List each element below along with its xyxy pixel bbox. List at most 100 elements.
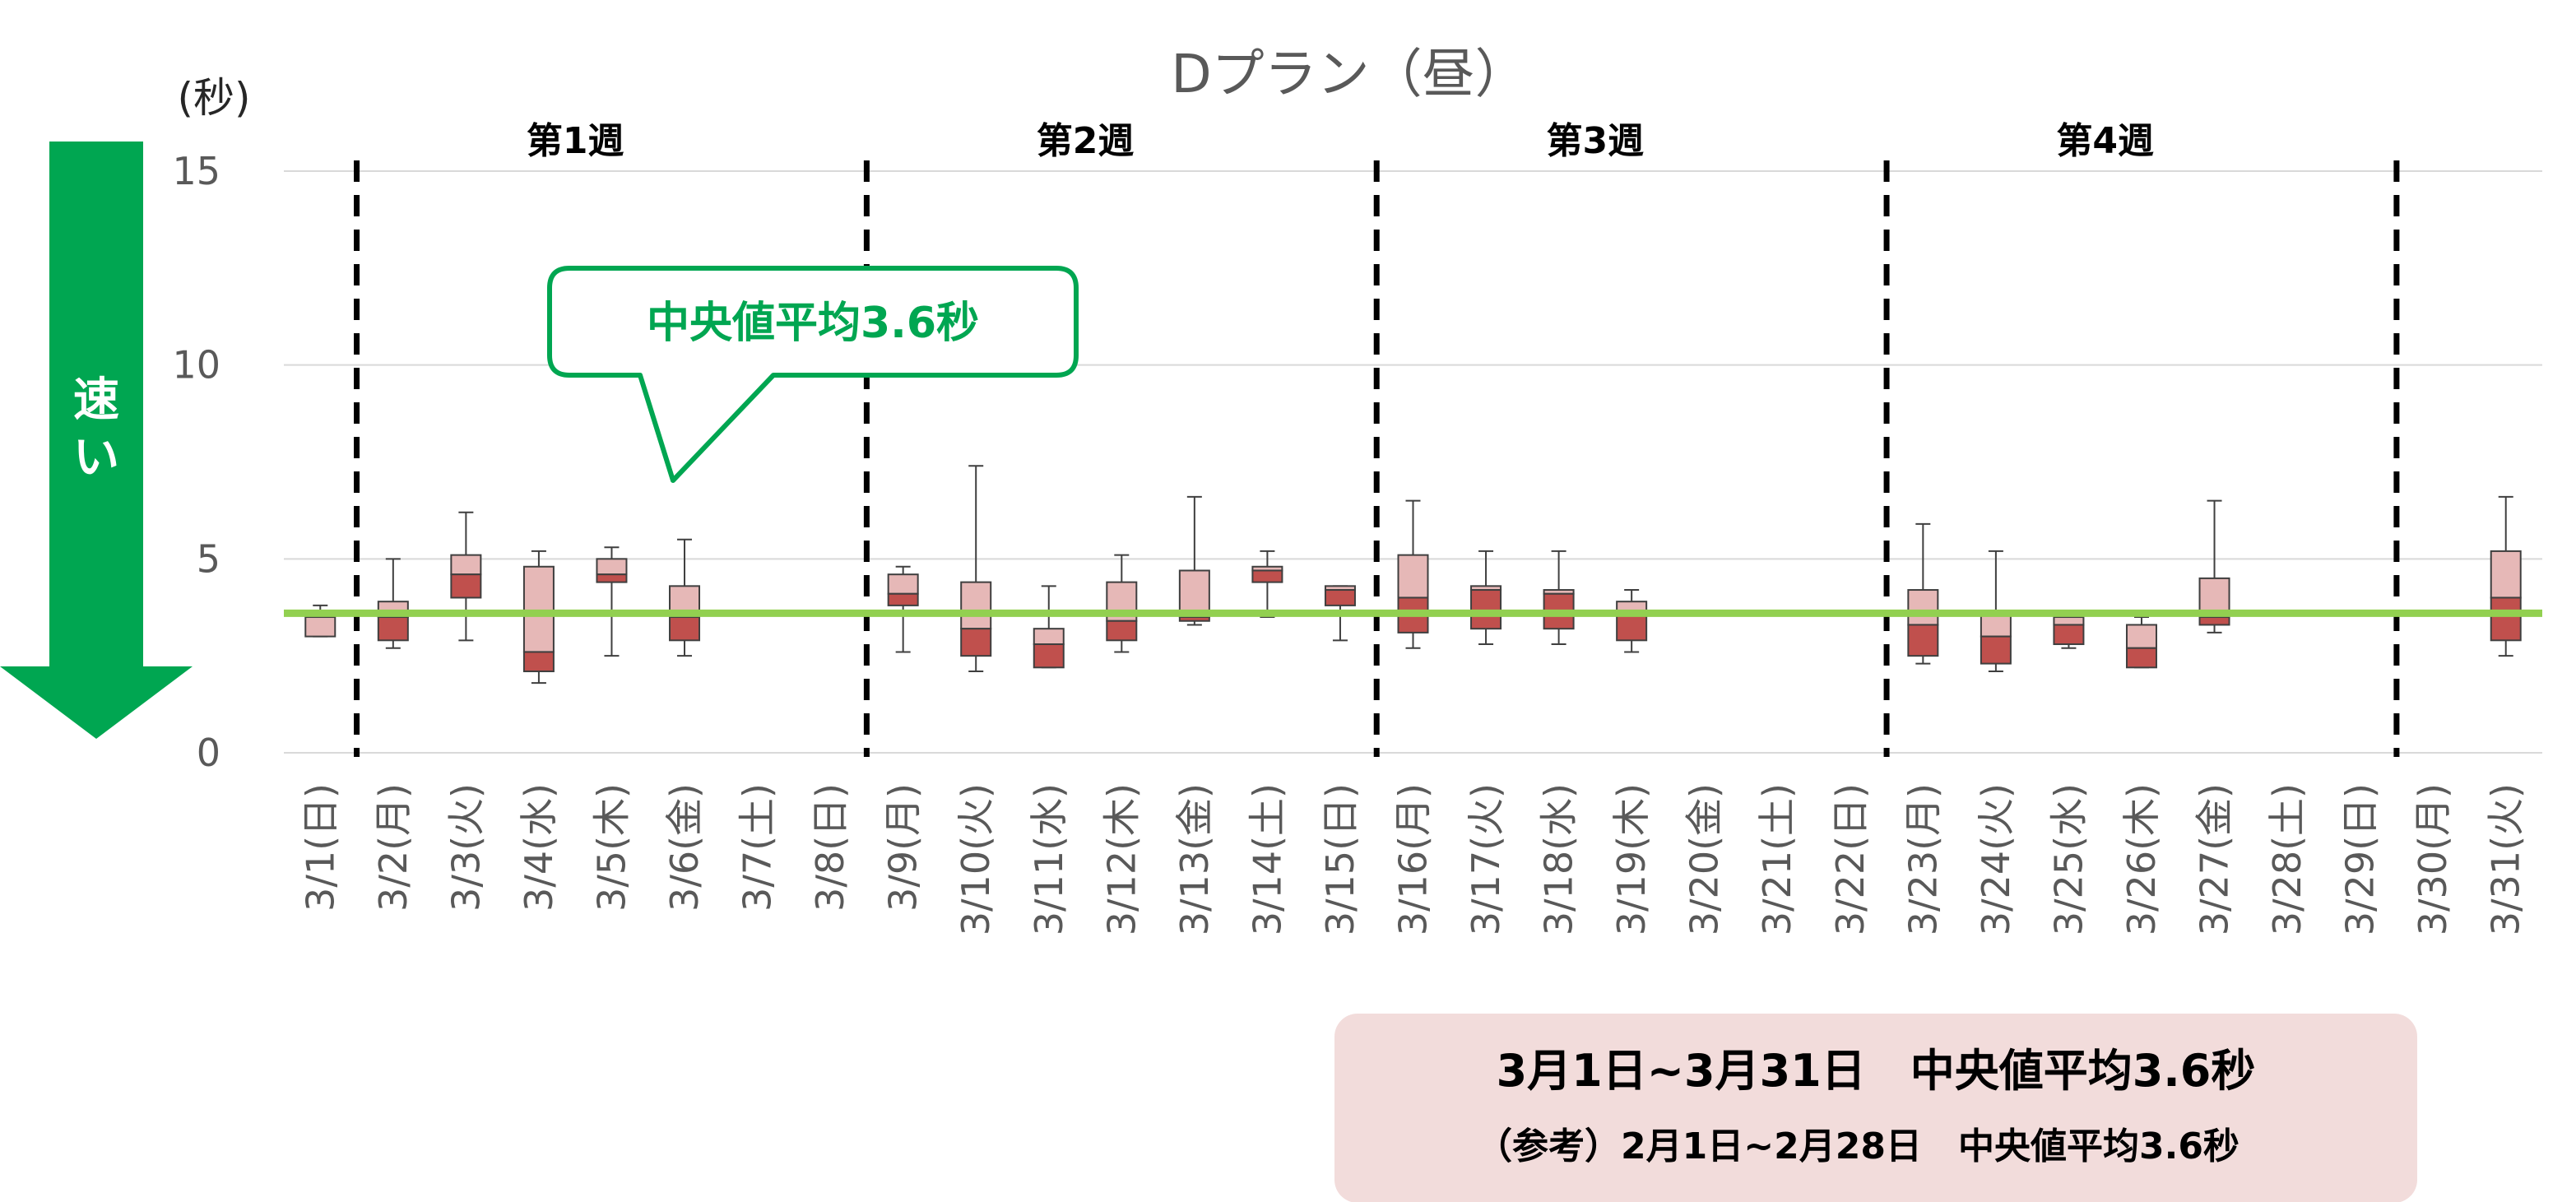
- box-24: [2053, 616, 2085, 649]
- week-label: 第1週: [527, 120, 624, 162]
- box-lower-quartile: [1616, 612, 1648, 642]
- chart-title: Dプラン（昼）: [1171, 44, 1527, 105]
- summary-background: [1334, 1014, 2417, 1202]
- box-lower-quartile: [1033, 643, 1065, 669]
- box-upper-quartile: [960, 581, 992, 630]
- box-upper-quartile: [2053, 616, 2085, 626]
- x-tick-label: 3/15(日): [1318, 783, 1362, 935]
- x-tick-label: 3/6(金): [662, 783, 707, 912]
- box-lower-quartile: [522, 651, 555, 673]
- median-callout: 中央値平均3.6秒: [547, 266, 1079, 483]
- box-10: [1033, 585, 1065, 669]
- box-upper-quartile: [596, 558, 628, 576]
- box-8: [887, 565, 919, 653]
- box-upper-quartile: [2490, 550, 2522, 599]
- y-tick-label: 5: [197, 536, 220, 581]
- box-lower-quartile: [1470, 589, 1502, 630]
- week-labels: 第1週 第2週 第3週 第4週: [527, 120, 2154, 162]
- x-tick-label: 3/13(金): [1172, 783, 1217, 935]
- box-upper-quartile: [887, 573, 919, 595]
- box-lower-quartile: [377, 616, 409, 642]
- y-tick-label: 15: [172, 149, 220, 193]
- x-tick-label: 3/29(日): [2338, 783, 2383, 935]
- y-tick-label: 0: [197, 731, 220, 775]
- box-upper-quartile: [1033, 628, 1065, 646]
- x-tick-label: 3/5(木): [589, 783, 634, 912]
- gridlines: [284, 170, 2542, 754]
- box-plot-series: [304, 465, 2522, 685]
- box-15: [1397, 499, 1429, 649]
- x-tick-label: 3/16(月): [1391, 783, 1436, 935]
- fast-arrow: 速 い: [0, 142, 193, 739]
- x-tick-label: 3/18(水): [1537, 783, 1581, 935]
- box-upper-quartile: [1178, 569, 1210, 619]
- box-2: [450, 511, 482, 642]
- x-tick-label: 3/10(火): [954, 783, 998, 935]
- box-lower-quartile: [887, 592, 919, 606]
- fast-arrow-label-1: 速: [73, 374, 119, 427]
- x-tick-label: 3/8(日): [808, 783, 852, 912]
- box-22: [1907, 522, 1939, 665]
- x-tick-label: 3/22(日): [1828, 783, 1873, 935]
- box-lower-quartile: [450, 573, 482, 599]
- summary-reference: （参考）2月1日~2月28日 中央値平均3.6秒: [1476, 1125, 2239, 1167]
- box-3: [522, 550, 555, 685]
- x-tick-label: 3/28(土): [2265, 783, 2309, 935]
- box-lower-quartile: [596, 573, 628, 583]
- box-lower-quartile: [2490, 596, 2522, 642]
- summary-box: 3月1日~3月31日 中央値平均3.6秒 （参考）2月1日~2月28日 中央値平…: [1334, 1014, 2417, 1202]
- x-tick-label: 3/7(土): [736, 783, 780, 912]
- x-tick-label: 3/19(木): [1609, 783, 1654, 935]
- box-upper-quartile: [450, 554, 482, 576]
- x-tick-label: 3/17(火): [1464, 783, 1508, 935]
- box-lower-quartile: [960, 628, 992, 657]
- x-axis-ticks: 3/1(日) 3/2(月) 3/3(火) 3/4(水) 3/5(木) 3/6(金) 3/7(…: [298, 783, 2527, 935]
- box-upper-quartile: [1907, 589, 1939, 626]
- box-upper-quartile: [304, 616, 337, 638]
- box-17: [1543, 550, 1575, 646]
- y-axis-ticks: 0 5 10 15: [172, 149, 220, 775]
- y-axis-unit: (秒): [177, 74, 250, 122]
- box-lower-quartile: [1907, 624, 1939, 657]
- x-tick-label: 3/12(木): [1099, 783, 1144, 935]
- box-18: [1616, 589, 1648, 653]
- summary-current: 3月1日~3月31日 中央値平均3.6秒: [1497, 1045, 2256, 1097]
- box-lower-quartile: [2198, 616, 2230, 626]
- box-23: [1980, 550, 2012, 673]
- box-lower-quartile: [1251, 569, 1283, 583]
- week-dividers: [354, 160, 2400, 757]
- box-0: [304, 604, 337, 638]
- box-lower-quartile: [2053, 624, 2085, 646]
- x-tick-label: 3/3(火): [443, 783, 488, 912]
- box-4: [596, 546, 628, 657]
- x-tick-label: 3/11(水): [1027, 783, 1071, 935]
- x-tick-label: 3/31(火): [2484, 783, 2528, 935]
- x-tick-label: 3/27(金): [2193, 783, 2237, 935]
- callout-label: 中央値平均3.6秒: [647, 299, 979, 348]
- box-lower-quartile: [1324, 589, 1356, 606]
- box-11: [1106, 554, 1138, 653]
- box-upper-quartile: [2125, 624, 2157, 649]
- x-tick-label: 3/4(水): [517, 783, 561, 912]
- x-tick-label: 3/9(月): [881, 783, 926, 912]
- box-lower-quartile: [2125, 647, 2157, 669]
- x-tick-label: 3/30(月): [2411, 783, 2455, 935]
- x-tick-label: 3/2(月): [371, 783, 415, 912]
- y-tick-label: 10: [172, 343, 220, 388]
- box-lower-quartile: [1106, 620, 1138, 642]
- week-label: 第2週: [1037, 120, 1135, 162]
- box-12: [1178, 495, 1210, 626]
- box-lower-quartile: [1178, 616, 1210, 622]
- x-tick-label: 3/1(日): [298, 783, 342, 912]
- x-tick-label: 3/26(木): [2119, 783, 2164, 935]
- callout-bubble: [547, 266, 1079, 483]
- box-30: [2490, 495, 2522, 657]
- box-9: [960, 465, 992, 673]
- box-16: [1470, 550, 1502, 646]
- box-lower-quartile: [669, 616, 701, 642]
- week-label: 第4週: [2056, 120, 2154, 162]
- box-25: [2125, 616, 2157, 669]
- x-tick-label: 3/24(火): [1974, 783, 2018, 935]
- x-tick-label: 3/14(土): [1245, 783, 1289, 935]
